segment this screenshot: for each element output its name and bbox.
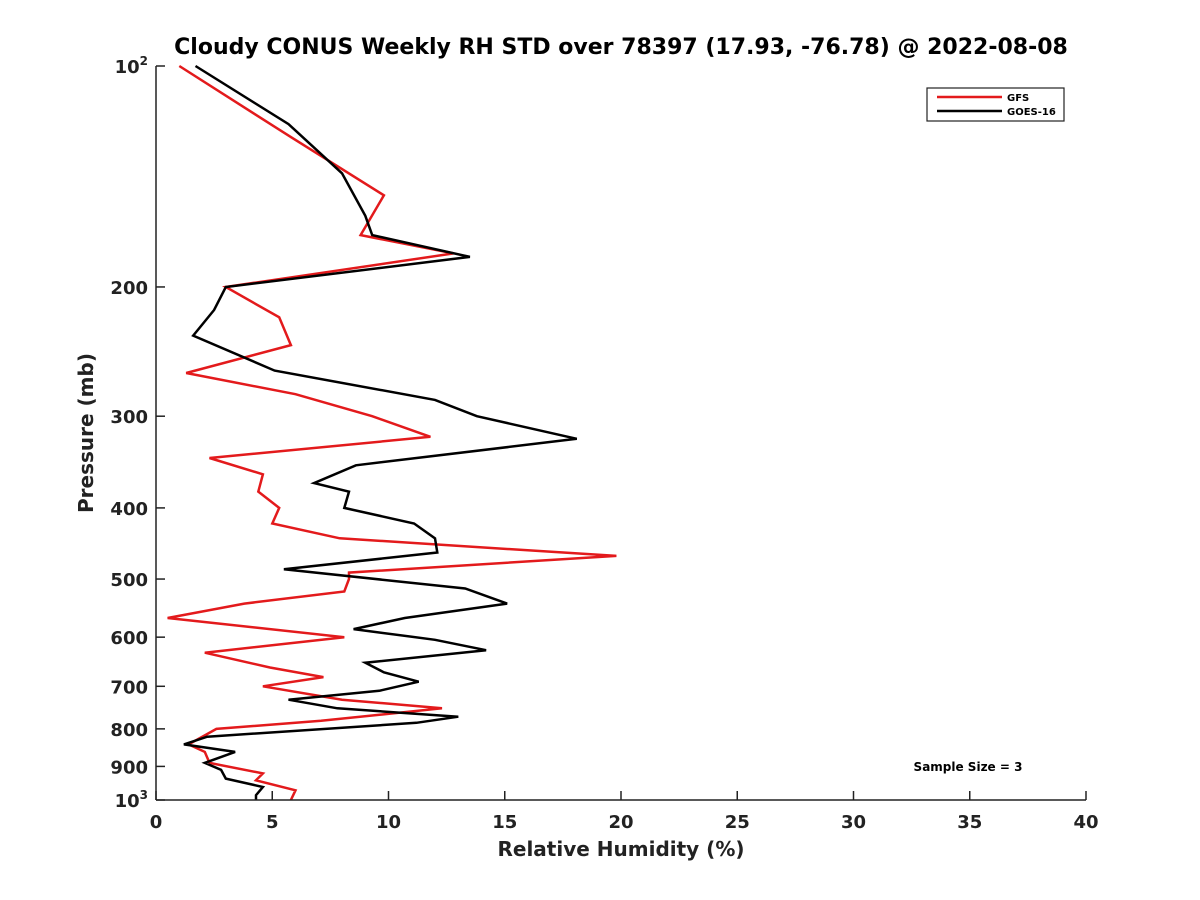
y-tick-label: 200: [110, 278, 148, 299]
legend-label-gfs: GFS: [1007, 93, 1029, 104]
sample-size-annotation: Sample Size = 3: [914, 760, 1023, 774]
x-tick-label: 25: [725, 812, 750, 833]
y-tick-label: 400: [110, 499, 148, 520]
x-tick-label: 15: [492, 812, 517, 833]
y-ticks: 102 200 300 400 500 600 700 800 900 103: [110, 54, 165, 812]
y-axis-label: Pressure (mb): [74, 353, 98, 513]
y-tick-label: 700: [110, 677, 148, 698]
y-tick-label: 103: [115, 788, 148, 812]
y-tick-label: 800: [110, 720, 148, 741]
x-tick-label: 0: [150, 812, 163, 833]
plot-area: 0 5 10 15 20 25 30 35 40 102 200 300 400 500 600 700 80…: [110, 54, 1098, 833]
x-tick-label: 5: [266, 812, 279, 833]
x-tick-label: 30: [841, 812, 866, 833]
y-tick-label: 600: [110, 628, 148, 649]
legend-label-goes16: GOES-16: [1007, 107, 1056, 118]
legend: GFS GOES-16: [926, 87, 1065, 122]
x-tick-label: 40: [1073, 812, 1098, 833]
x-tick-label: 10: [376, 812, 401, 833]
series-line-goes16: [183, 64, 578, 800]
x-ticks: 0 5 10 15 20 25 30 35 40: [150, 791, 1099, 833]
y-tick-label: 500: [110, 570, 148, 591]
series-layer: [167, 64, 617, 801]
y-tick-label: 300: [110, 407, 148, 428]
x-axis-label: Relative Humidity (%): [497, 837, 744, 861]
legend-box: [926, 87, 1065, 122]
y-tick-label: 102: [115, 54, 148, 78]
x-tick-label: 20: [608, 812, 633, 833]
y-tick-label: 900: [110, 757, 148, 778]
chart-title: Cloudy CONUS Weekly RH STD over 78397 (1…: [174, 35, 1068, 60]
x-tick-label: 35: [957, 812, 982, 833]
